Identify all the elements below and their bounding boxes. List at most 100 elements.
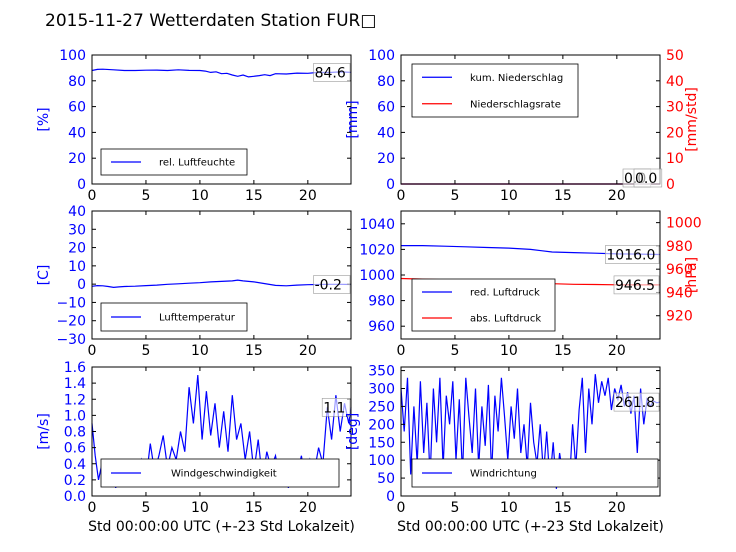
y-tick-label: 0: [77, 177, 86, 193]
y2-tick-label: 920: [666, 309, 693, 325]
value-label: -0.2: [315, 278, 342, 294]
x-tick-label: 20: [299, 500, 317, 516]
legend-box: [411, 63, 579, 118]
x-tick-label: 10: [191, 500, 209, 516]
value-label: 84.6: [315, 65, 346, 81]
plot-frame: [400, 366, 661, 497]
legend-box: [411, 278, 556, 332]
plot-frame: [91, 54, 352, 185]
x-tick-label: 10: [500, 500, 518, 516]
y-tick-label: 980: [368, 294, 395, 310]
x-tick-label: 10: [191, 188, 209, 204]
x-tick-label: 0: [88, 188, 97, 204]
y-axis-label: [%]: [36, 107, 52, 131]
y-axis-label: [mm]: [345, 100, 361, 138]
x-tick-label: 15: [245, 188, 263, 204]
y-tick-label: 1020: [359, 242, 395, 258]
y-axis-label: [C]: [36, 265, 52, 286]
y-tick-label: 100: [59, 48, 86, 64]
legend: red. Luftdruck abs. Luftdruck: [411, 278, 556, 332]
y-tick-label: −30: [56, 332, 86, 348]
y-tick-label: 0.4: [64, 457, 86, 473]
y2-tick-label: 40: [666, 74, 684, 90]
legend-label: kum. Niederschlag: [470, 73, 563, 84]
x-tick-label: 10: [191, 343, 209, 359]
y-tick-label: 0.6: [64, 441, 86, 457]
x-tick-label: 15: [554, 188, 572, 204]
value-label: 1.1: [323, 400, 345, 416]
y-tick-label: 250: [368, 399, 395, 415]
y2-axis-label: [hPa]: [684, 257, 700, 293]
x-tick-label: 15: [245, 500, 263, 516]
y-tick-label: 0: [77, 277, 86, 293]
y-tick-label: 20: [68, 241, 86, 257]
y2-tick-label: 960: [666, 262, 693, 278]
y-tick-label: 150: [368, 435, 395, 451]
y-tick-label: 1.2: [64, 392, 86, 408]
x-tick-label: 5: [450, 188, 459, 204]
value-label-box: [605, 245, 660, 264]
y-tick-label: 60: [377, 100, 395, 116]
plot-frame: [91, 210, 352, 340]
x-tick-label: 0: [397, 500, 406, 516]
value-label: 1016.0: [606, 248, 655, 264]
y-tick-label: 60: [68, 100, 86, 116]
series-line-temperature-0: [91, 279, 352, 289]
value-label: 0.0: [635, 171, 657, 187]
y2-tick-label: 0: [666, 177, 675, 193]
y-tick-label: 100: [368, 453, 395, 469]
x-tick-label: 15: [554, 343, 572, 359]
y-tick-label: −20: [56, 314, 86, 330]
y-tick-label: 80: [377, 74, 395, 90]
legend-label: red. Luftdruck: [470, 288, 540, 299]
y2-axis-label: [mm/std]: [684, 87, 700, 152]
panel-precip: 0 5 10 15 20 0 20 40 60 80 100 [mm] 0 10 20 30 40 50 [mm/s…: [345, 48, 700, 204]
y-tick-label: 960: [368, 319, 395, 335]
x-tick-label: 10: [500, 188, 518, 204]
y-tick-label: 0.0: [64, 489, 86, 505]
legend: Lufttemperatur: [100, 302, 248, 332]
x-tick-label: 5: [141, 343, 150, 359]
x-tick-label: 20: [299, 343, 317, 359]
legend-label: Windrichtung: [470, 469, 537, 480]
figure-title: 2015-11-27 Wetterdaten Station FUR□: [45, 11, 376, 31]
value-label-box: [313, 275, 351, 294]
y-tick-label: 0: [386, 489, 395, 505]
x-tick-label: 0: [88, 343, 97, 359]
x-tick-label: 20: [608, 188, 626, 204]
legend: Windrichtung: [411, 458, 659, 488]
panel-windspeed: 0 5 10 15 20 0.00.20.40.60.81.01.21.41.6 [m/s]…: [36, 360, 355, 535]
x-axis-label: Std 00:00:00 UTC (+-23 Std Lokalzeit): [88, 519, 355, 535]
legend-label: Windgeschwindigkeit: [171, 469, 277, 480]
y-tick-label: 20: [377, 151, 395, 167]
legend-label: Niederschlagsrate: [470, 99, 561, 110]
y-tick-label: 1000: [359, 268, 395, 284]
panel-pressure: 0 5 10 15 20 960 980 1000 1020 1040 920 940 960 980 10…: [359, 210, 702, 359]
x-tick-label: 5: [141, 500, 150, 516]
panel-temperature: 0 5 10 15 20 −30 −20 −10 0 10 20 30 40 [C] Lufttempera…: [36, 204, 352, 359]
x-tick-label: 0: [397, 188, 406, 204]
legend-box: [411, 458, 659, 488]
y-tick-label: 10: [68, 259, 86, 275]
x-tick-label: 20: [608, 500, 626, 516]
x-tick-label: 15: [245, 343, 263, 359]
y-tick-label: 50: [377, 471, 395, 487]
y-tick-label: 80: [68, 74, 86, 90]
y-tick-label: −10: [56, 295, 86, 311]
y-tick-label: 200: [368, 417, 395, 433]
y2-tick-label: 30: [666, 100, 684, 116]
y-axis-label: [deg]: [345, 413, 361, 450]
x-tick-label: 20: [608, 343, 626, 359]
y-axis-label: [m/s]: [36, 413, 52, 450]
value-label-box: [313, 63, 351, 82]
y-tick-label: 0.8: [64, 425, 86, 441]
x-tick-label: 15: [554, 500, 572, 516]
y-tick-label: 40: [377, 125, 395, 141]
y2-tick-label: 20: [666, 125, 684, 141]
legend: rel. Luftfeuchte: [100, 148, 248, 176]
legend: kum. Niederschlag Niederschlagsrate: [411, 63, 579, 118]
legend-label: Lufttemperatur: [159, 313, 236, 324]
y2-tick-label: 940: [666, 285, 693, 301]
y-tick-label: 0: [386, 177, 395, 193]
